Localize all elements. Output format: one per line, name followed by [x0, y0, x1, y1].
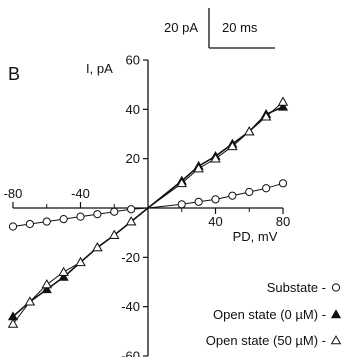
- data-point: [25, 219, 34, 229]
- legend: Substate - Open state (0 µM) - Open state …: [206, 280, 342, 348]
- series-line: [12, 101, 284, 325]
- data-point: [228, 191, 237, 200]
- y-tick-label: -20: [121, 250, 140, 265]
- data-point: [193, 163, 204, 173]
- series-3: [7, 96, 289, 328]
- data-point: [262, 184, 271, 193]
- x-tick-label: 40: [208, 214, 222, 229]
- data-point: [227, 140, 238, 151]
- series-1: [8, 179, 288, 231]
- x-tick-label: 80: [276, 214, 290, 229]
- data-point: [330, 335, 342, 345]
- series-layer: [7, 96, 289, 328]
- legend-entry: Open state (0 µM) -: [213, 307, 342, 322]
- data-point: [41, 279, 53, 289]
- x-tick-label: -40: [71, 186, 90, 201]
- data-point: [278, 179, 288, 188]
- data-point: [176, 177, 188, 188]
- data-point: [245, 187, 254, 197]
- data-point: [42, 217, 51, 226]
- data-point: [7, 318, 19, 328]
- legend-label: Substate -: [267, 280, 326, 295]
- data-point: [41, 284, 52, 294]
- data-point: [24, 296, 36, 306]
- legend-entry: Substate -: [267, 280, 341, 295]
- data-point: [93, 210, 102, 219]
- y-tick-label: 40: [126, 102, 140, 117]
- data-point: [243, 126, 255, 136]
- legend-label: Open state (50 µM) -: [206, 333, 326, 348]
- data-point: [210, 153, 221, 163]
- y-tick-label: -40: [121, 299, 140, 314]
- data-point: [58, 271, 69, 281]
- x-tick-label: -80: [4, 186, 23, 201]
- data-point: [58, 266, 69, 276]
- data-point: [59, 215, 68, 224]
- data-point: [125, 216, 137, 226]
- legend-entry: Open state (50 µM) -: [206, 333, 342, 348]
- panel-letter: B: [8, 64, 20, 84]
- scale-time-label: 20 ms: [222, 20, 258, 35]
- data-point: [330, 309, 342, 319]
- y-tick-label: 60: [126, 53, 140, 68]
- data-point: [76, 212, 85, 221]
- scale-bar: 20 pA 20 ms: [164, 8, 275, 49]
- data-point: [260, 111, 272, 121]
- data-point: [110, 207, 119, 216]
- data-point: [177, 200, 186, 209]
- data-point: [211, 195, 220, 204]
- legend-label: Open state (0 µM) -: [213, 307, 326, 322]
- y-tick-label: 20: [126, 151, 140, 166]
- data-point: [8, 222, 18, 231]
- data-point: [127, 205, 136, 214]
- data-point: [277, 96, 289, 106]
- axes: -80 -40 40 80 -60 -40 -20 20 40 60: [4, 53, 291, 357]
- data-point: [108, 229, 120, 239]
- y-tick-label: -60: [121, 349, 140, 357]
- y-axis-label: I, pA: [86, 61, 113, 76]
- data-point: [331, 283, 341, 292]
- x-axis-label: PD, mV: [233, 229, 278, 244]
- scale-current-label: 20 pA: [164, 20, 198, 35]
- data-point: [75, 256, 86, 267]
- data-point: [92, 242, 103, 252]
- data-point: [194, 197, 203, 206]
- data-point: [277, 101, 289, 111]
- series-line: [12, 182, 284, 227]
